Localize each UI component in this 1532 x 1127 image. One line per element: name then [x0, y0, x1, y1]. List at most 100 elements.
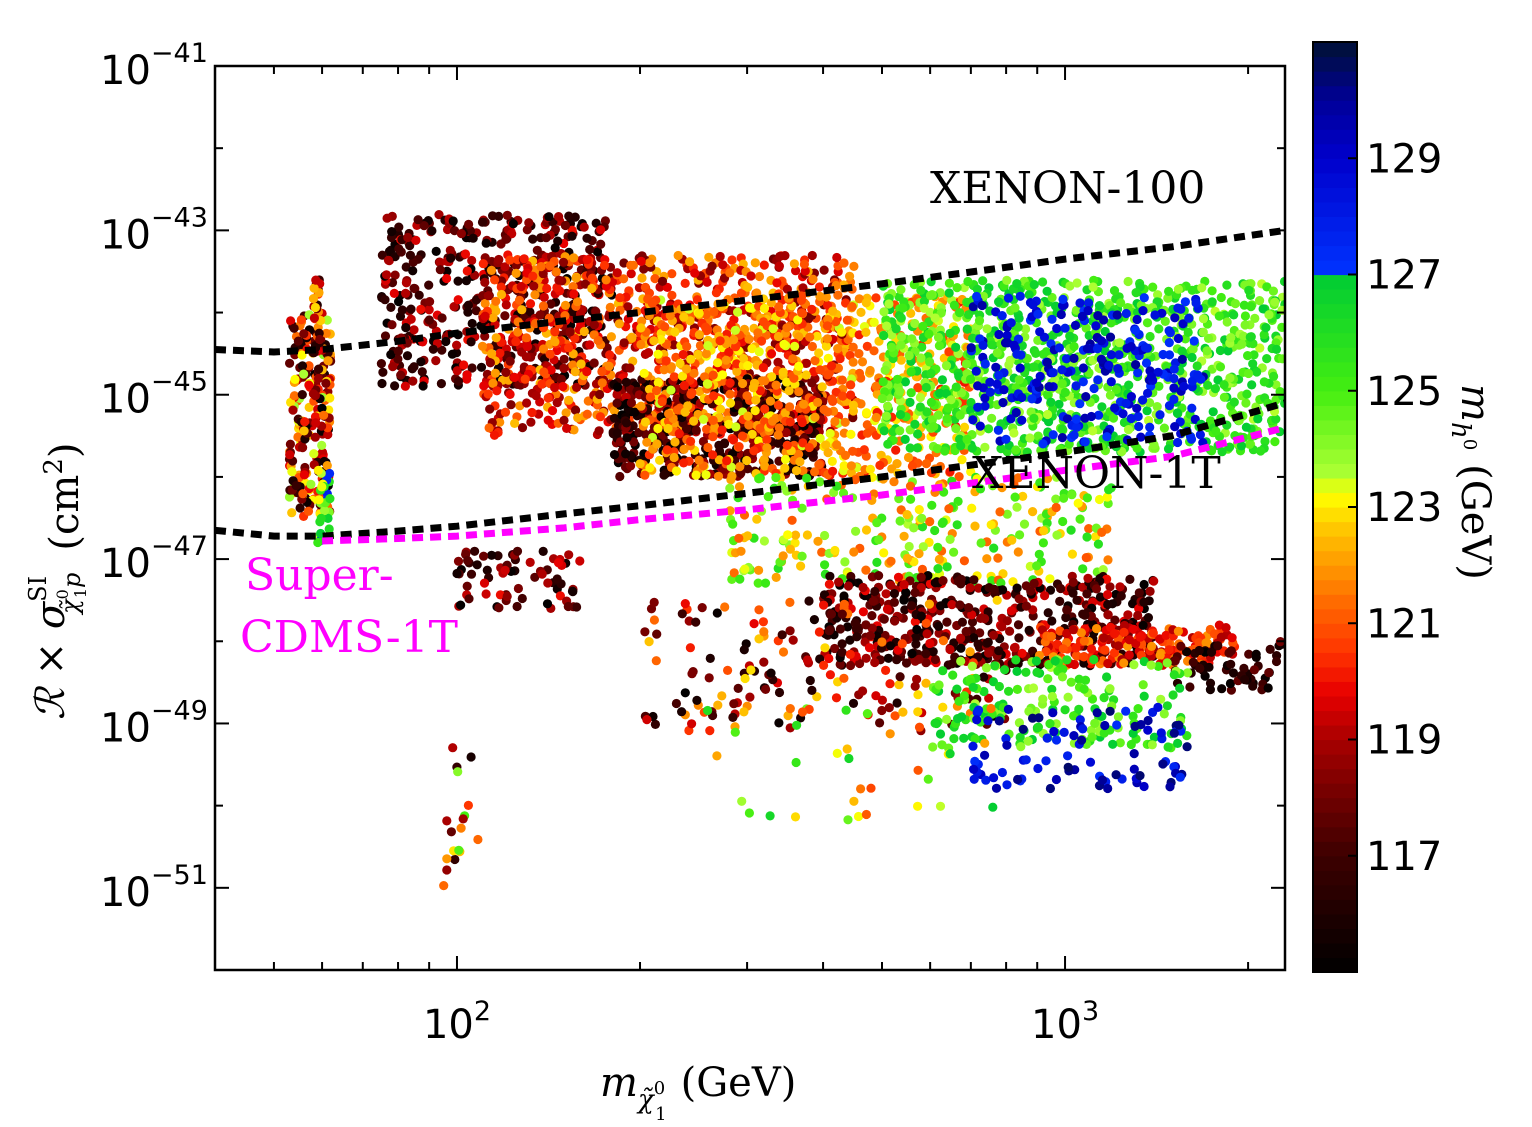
scatter-point: [680, 278, 690, 288]
scatter-point: [615, 437, 626, 447]
scatter-point: [1057, 433, 1067, 443]
scatter-point: [701, 349, 711, 359]
scatter-point: [579, 222, 589, 232]
scatter-point: [669, 372, 679, 382]
scatter-point: [976, 538, 986, 548]
scatter-point: [918, 321, 928, 331]
scatter-point: [1193, 370, 1203, 380]
scatter-point: [435, 265, 445, 275]
scatter-point: [1080, 610, 1090, 620]
scatter-point: [299, 329, 309, 339]
scatter-point: [585, 244, 595, 255]
scatter-point: [977, 300, 987, 311]
scatter-point: [562, 423, 572, 433]
scatter-point: [1038, 538, 1048, 548]
scatter-point: [754, 474, 764, 484]
scatter-point: [733, 400, 743, 410]
scatter-point: [1001, 434, 1011, 444]
scatter-point: [661, 356, 671, 366]
scatter-point: [519, 254, 529, 264]
scatter-point: [427, 226, 437, 236]
scatter-point: [591, 218, 601, 228]
scatter-point: [664, 409, 674, 419]
scatter-point: [609, 406, 620, 416]
scatter-point: [785, 417, 795, 427]
scatter-point: [1062, 605, 1072, 615]
scatter-point: [1179, 381, 1189, 392]
scatter-point: [409, 283, 419, 293]
scatter-point: [1089, 383, 1099, 394]
scatter-point: [388, 362, 398, 372]
scatter-point: [1216, 292, 1226, 303]
scatter-point: [734, 482, 745, 492]
scatter-point: [324, 524, 334, 534]
scatter-point: [657, 276, 668, 286]
scatter-point: [773, 400, 784, 410]
scatter-point: [1131, 288, 1141, 298]
scatter-point: [308, 294, 319, 304]
scatter-point: [669, 452, 679, 463]
scatter-point: [1207, 286, 1217, 296]
scatter-point: [1014, 594, 1024, 604]
scatter-point: [1043, 608, 1053, 618]
scatter-point: [394, 244, 404, 254]
scatter-point: [659, 470, 669, 480]
scatter-point: [810, 467, 820, 477]
scatter-point: [471, 306, 481, 316]
scatter-point: [930, 525, 940, 536]
scatter-point: [539, 367, 549, 377]
scatter-points: [284, 210, 1285, 891]
scatter-point: [1060, 387, 1070, 397]
scatter-point: [802, 473, 812, 483]
scatter-point: [535, 310, 545, 320]
scatter-point: [528, 271, 538, 281]
scatter-point: [839, 258, 849, 268]
scatter-point: [1256, 446, 1266, 456]
scatter-point: [1029, 362, 1039, 372]
scatter-point: [895, 516, 905, 526]
scatter-point: [456, 600, 466, 610]
scatter-point: [537, 569, 547, 579]
scatter-point: [1223, 346, 1233, 356]
scatter-point: [543, 415, 553, 425]
scatter-point: [771, 572, 781, 583]
scatter-point: [973, 381, 983, 391]
scatter-point: [746, 271, 756, 281]
scatter-point: [1270, 437, 1280, 447]
scatter-point: [1052, 323, 1062, 334]
scatter-point: [807, 304, 817, 314]
scatter-point: [569, 253, 579, 263]
scatter-point: [500, 407, 511, 417]
scatter-point: [1248, 359, 1258, 369]
scatter-point: [1145, 422, 1155, 432]
scatter-point: [856, 373, 866, 383]
scatter-point: [488, 378, 498, 388]
scatter-point: [902, 509, 912, 520]
scatter-point: [955, 308, 965, 318]
scatter-point: [1210, 384, 1220, 394]
scatter-point: [1240, 311, 1250, 321]
scatter-point: [725, 389, 735, 399]
scatter-point: [401, 288, 411, 298]
scatter-point: [512, 546, 523, 556]
scatter-point: [1219, 380, 1229, 390]
scatter-point: [1269, 371, 1279, 381]
scatter-point: [907, 334, 917, 344]
scatter-point: [674, 429, 684, 439]
scatter-point: [464, 219, 474, 229]
scatter-point: [930, 313, 940, 323]
scatter-point: [878, 377, 888, 387]
scatter-point: [864, 643, 875, 653]
scatter-point: [287, 467, 297, 477]
scatter-point: [547, 406, 558, 416]
scatter-point: [323, 513, 333, 524]
scatter-point: [1012, 583, 1022, 593]
scatter-point: [507, 229, 517, 239]
scatter-point: [934, 341, 945, 351]
scatter-point: [695, 386, 705, 397]
scatter-point: [1115, 582, 1125, 592]
scatter-point: [500, 565, 510, 576]
scatter-point: [1057, 379, 1067, 389]
scatter-point: [899, 595, 909, 605]
scatter-point: [570, 367, 580, 377]
